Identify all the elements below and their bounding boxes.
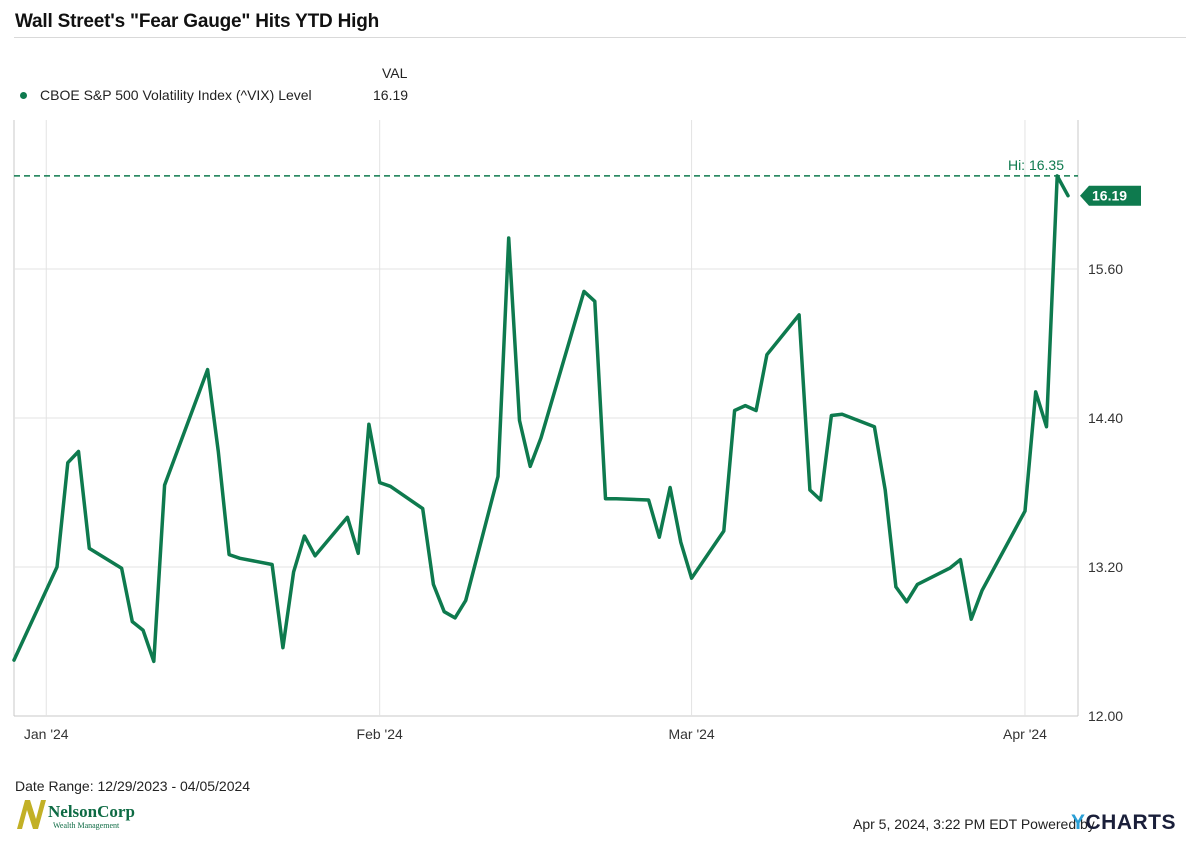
chart-title: Wall Street's "Fear Gauge" Hits YTD High xyxy=(15,11,380,32)
x-tick-label: Feb '24 xyxy=(357,726,403,742)
legend-series-value: 16.19 xyxy=(373,87,409,103)
data-point xyxy=(206,368,209,371)
data-point xyxy=(970,618,973,621)
data-point xyxy=(518,419,521,422)
logo-mark-icon xyxy=(17,800,46,829)
vix-series-line xyxy=(12,174,1070,664)
data-point xyxy=(271,563,274,566)
data-point xyxy=(1034,390,1037,393)
data-point xyxy=(238,557,241,560)
data-point xyxy=(647,498,650,501)
ycharts-logo[interactable]: YCHARTS xyxy=(1071,811,1176,835)
data-point xyxy=(722,529,725,532)
data-point xyxy=(217,450,220,453)
data-point xyxy=(13,659,16,662)
timestamp-powered-by: Apr 5, 2024, 3:22 PM EDT Powered by xyxy=(853,816,1095,832)
data-point xyxy=(615,497,618,500)
legend-value-header: VAL xyxy=(382,65,408,81)
data-point xyxy=(593,300,596,303)
data-point xyxy=(496,475,499,478)
data-point xyxy=(1045,425,1048,428)
timestamp: Apr 5, 2024, 3:22 PM EDT xyxy=(853,816,1017,832)
data-point xyxy=(690,577,693,580)
ycharts-logo-y: Y xyxy=(1071,811,1086,834)
data-point xyxy=(314,554,317,557)
data-point xyxy=(281,646,284,649)
data-point xyxy=(88,547,91,550)
logo-name: NelsonCorp xyxy=(48,802,135,821)
x-tick-label: Mar '24 xyxy=(668,726,714,742)
legend-dot-icon xyxy=(20,91,27,99)
data-point xyxy=(841,413,844,416)
title-divider xyxy=(14,37,1186,38)
y-tick-label: 14.40 xyxy=(1088,410,1123,426)
data-point xyxy=(894,585,897,588)
data-point xyxy=(529,465,532,468)
data-point xyxy=(905,600,908,603)
data-point xyxy=(733,409,736,412)
data-point xyxy=(980,589,983,592)
data-point xyxy=(583,290,586,293)
data-point xyxy=(669,486,672,489)
ycharts-logo-text: CHARTS xyxy=(1085,811,1177,834)
data-point xyxy=(464,599,467,602)
data-point xyxy=(303,534,306,537)
data-point xyxy=(142,629,145,632)
data-point xyxy=(679,541,682,544)
data-point xyxy=(228,553,231,556)
data-point xyxy=(432,583,435,586)
data-point xyxy=(367,423,370,426)
data-point xyxy=(819,498,822,501)
data-point xyxy=(916,583,919,586)
data-point xyxy=(453,616,456,619)
data-point xyxy=(1023,510,1026,513)
data-point xyxy=(744,404,747,407)
y-tick-label: 13.20 xyxy=(1088,559,1123,575)
data-point xyxy=(808,489,811,492)
data-point xyxy=(765,353,768,356)
data-point xyxy=(540,436,543,439)
data-point xyxy=(152,660,155,663)
data-point xyxy=(346,516,349,519)
data-point xyxy=(163,484,166,487)
data-point xyxy=(378,481,381,484)
nelsoncorp-logo: NelsonCorp Wealth Management xyxy=(17,800,135,830)
x-tick-label: Jan '24 xyxy=(24,726,69,742)
data-point xyxy=(66,461,69,464)
data-point xyxy=(658,536,661,539)
data-point xyxy=(798,313,801,316)
data-point xyxy=(884,489,887,492)
data-point xyxy=(389,485,392,488)
legend-series-label: CBOE S&P 500 Volatility Index (^VIX) Lev… xyxy=(40,87,312,103)
data-point xyxy=(959,558,962,561)
y-tick-label: 12.00 xyxy=(1088,708,1123,724)
data-point xyxy=(873,425,876,428)
high-label: Hi: 16.35 xyxy=(1008,157,1064,173)
data-point xyxy=(1067,194,1070,197)
data-point xyxy=(357,552,360,555)
powered-by-label: Powered by xyxy=(1020,816,1095,832)
data-point xyxy=(755,409,758,412)
x-tick-label: Apr '24 xyxy=(1003,726,1047,742)
data-point xyxy=(830,414,833,417)
chart-area: 12.00 13.20 14.40 15.60 Jan '24 Feb '24 Mar '2… xyxy=(12,120,1141,742)
date-range: Date Range: 12/29/2023 - 04/05/2024 xyxy=(15,778,251,794)
last-value-label: 16.19 xyxy=(1092,188,1127,204)
data-point xyxy=(77,450,80,453)
data-point xyxy=(443,610,446,613)
y-tick-label: 15.60 xyxy=(1088,261,1123,277)
data-point xyxy=(131,620,134,623)
data-point xyxy=(604,497,607,500)
logo-subtitle: Wealth Management xyxy=(53,821,120,830)
data-point xyxy=(948,567,951,570)
data-point xyxy=(292,570,295,573)
data-point xyxy=(56,566,59,569)
legend-item: CBOE S&P 500 Volatility Index (^VIX) Lev… xyxy=(20,87,312,103)
data-point xyxy=(421,507,424,510)
data-point xyxy=(120,567,123,570)
data-point xyxy=(1056,174,1059,177)
last-value-flag xyxy=(1080,185,1141,206)
data-point xyxy=(507,236,510,239)
